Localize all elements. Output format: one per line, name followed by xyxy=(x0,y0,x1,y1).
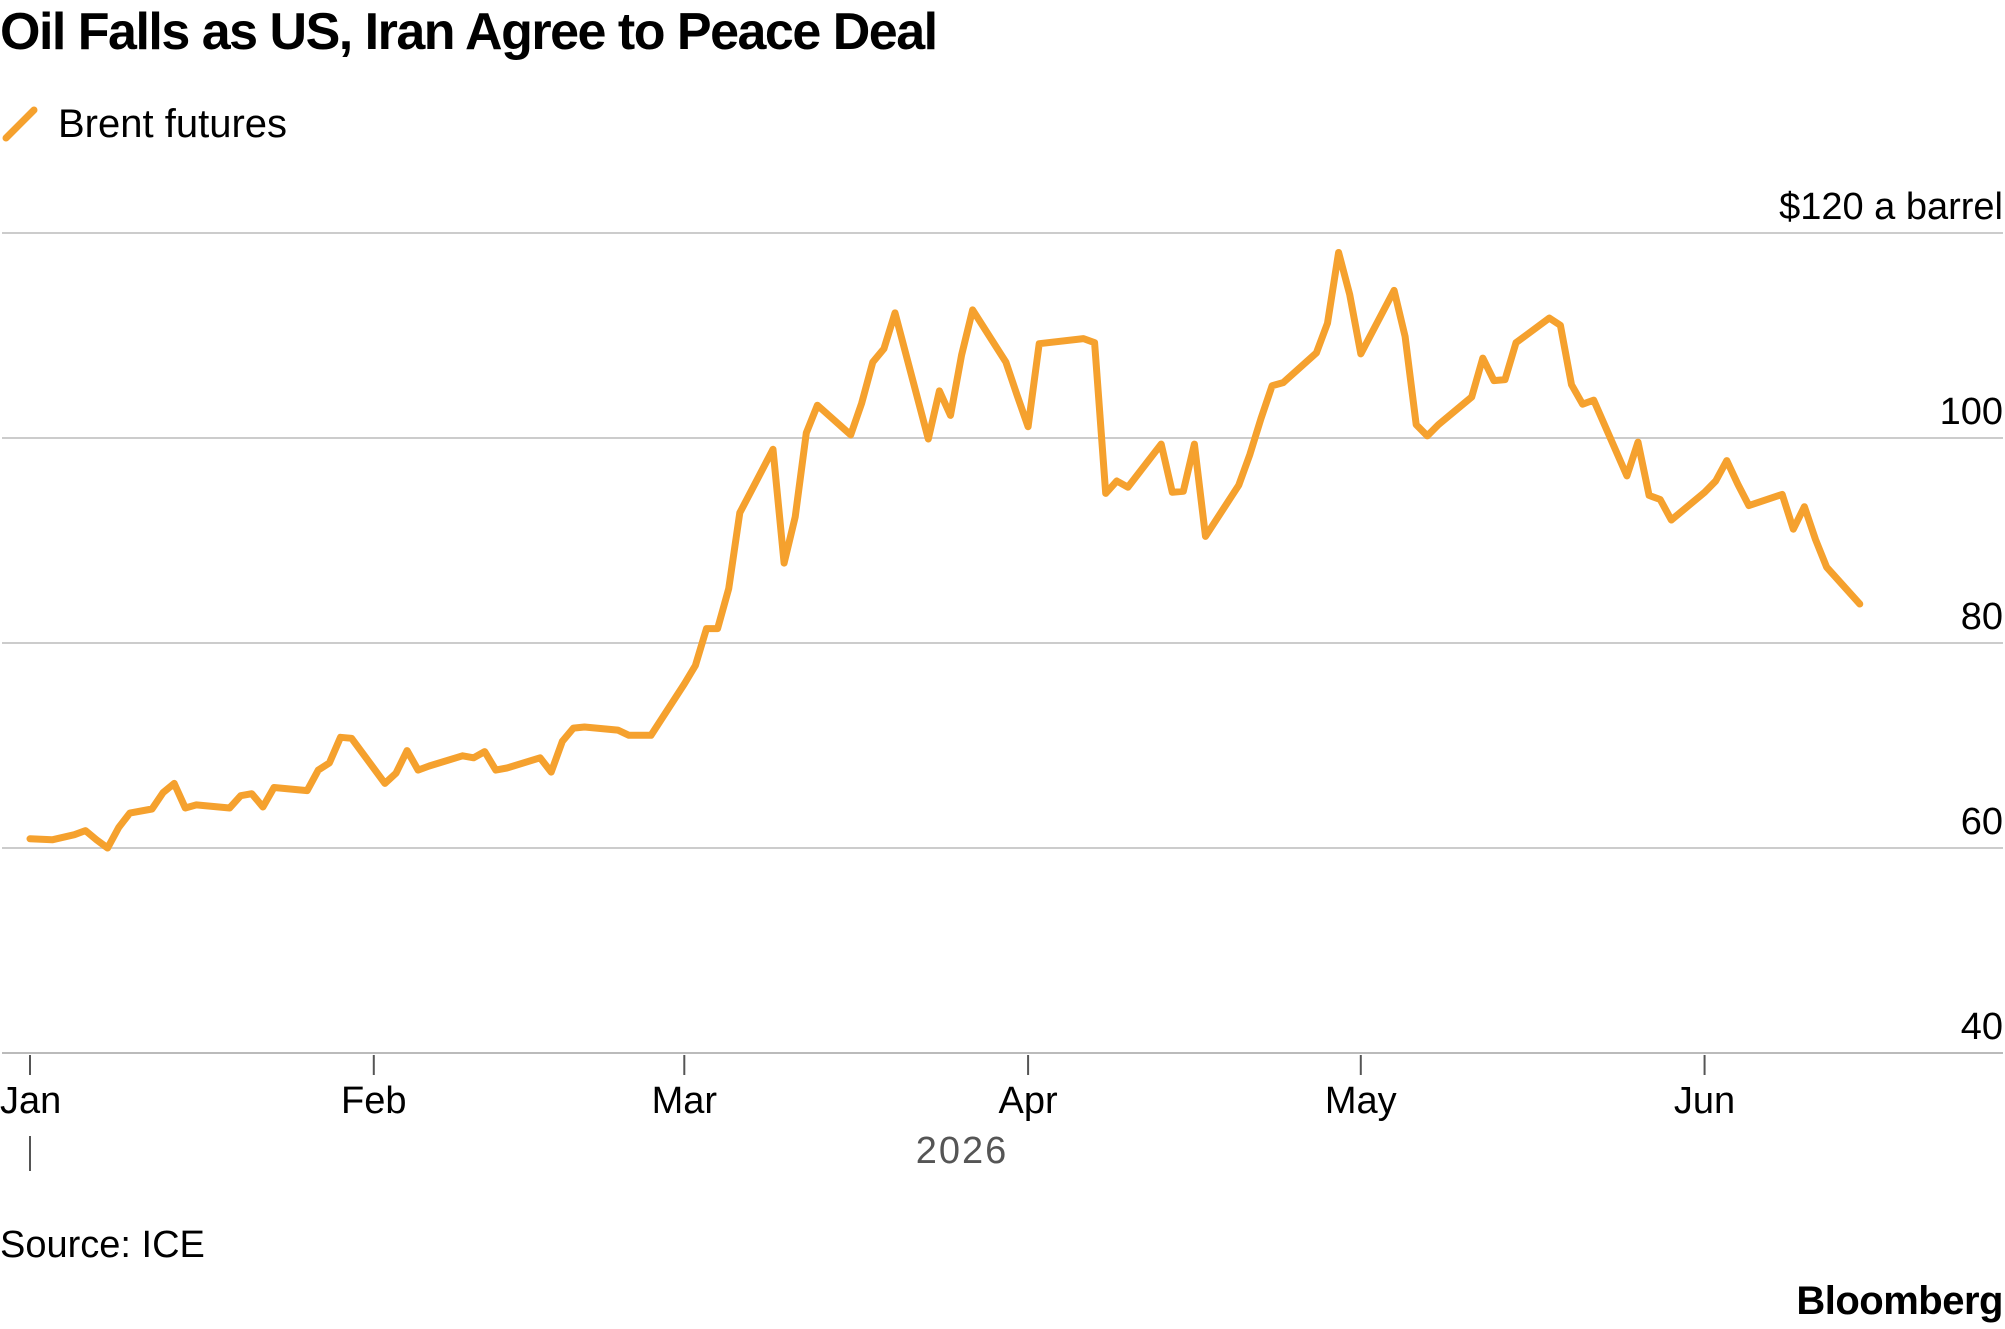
legend-label: Brent futures xyxy=(58,102,288,146)
x-tick-label: May xyxy=(1325,1080,1397,1122)
x-axis xyxy=(29,1055,1706,1171)
x-tick-label: Apr xyxy=(999,1080,1058,1122)
legend-swatch-line xyxy=(2,106,38,142)
x-year-label: 2026 xyxy=(916,1130,1009,1172)
source-note: Source: ICE xyxy=(0,1224,205,1266)
x-tick-label: Feb xyxy=(341,1080,406,1122)
x-tick-label: Mar xyxy=(652,1080,718,1122)
y-tick-label: $120 a barrel xyxy=(1779,186,2003,228)
gridlines xyxy=(2,232,2003,1054)
y-tick-label: 40 xyxy=(1961,1006,2003,1048)
x-tick-label: Jun xyxy=(1674,1080,1735,1122)
series-line-brent-futures xyxy=(26,249,1864,852)
line-chart: $120 a barrel 100 80 60 40 Jan Feb Mar Apr May Jun… xyxy=(0,186,2003,1172)
y-tick-label: 60 xyxy=(1961,801,2003,843)
axis-labels: $120 a barrel 100 80 60 40 Jan Feb Mar Apr May Jun… xyxy=(0,186,2003,1172)
legend: Brent futures xyxy=(0,98,287,150)
series-layer xyxy=(26,249,1864,852)
y-tick-label: 80 xyxy=(1961,596,2003,638)
bloomberg-logo: Bloomberg xyxy=(1796,1279,2003,1323)
y-tick-label: 100 xyxy=(1940,391,2003,433)
x-tick-label: Jan xyxy=(0,1080,61,1122)
legend-swatch-icon xyxy=(2,106,38,142)
chart-title: Oil Falls as US, Iran Agree to Peace Dea… xyxy=(0,3,938,61)
